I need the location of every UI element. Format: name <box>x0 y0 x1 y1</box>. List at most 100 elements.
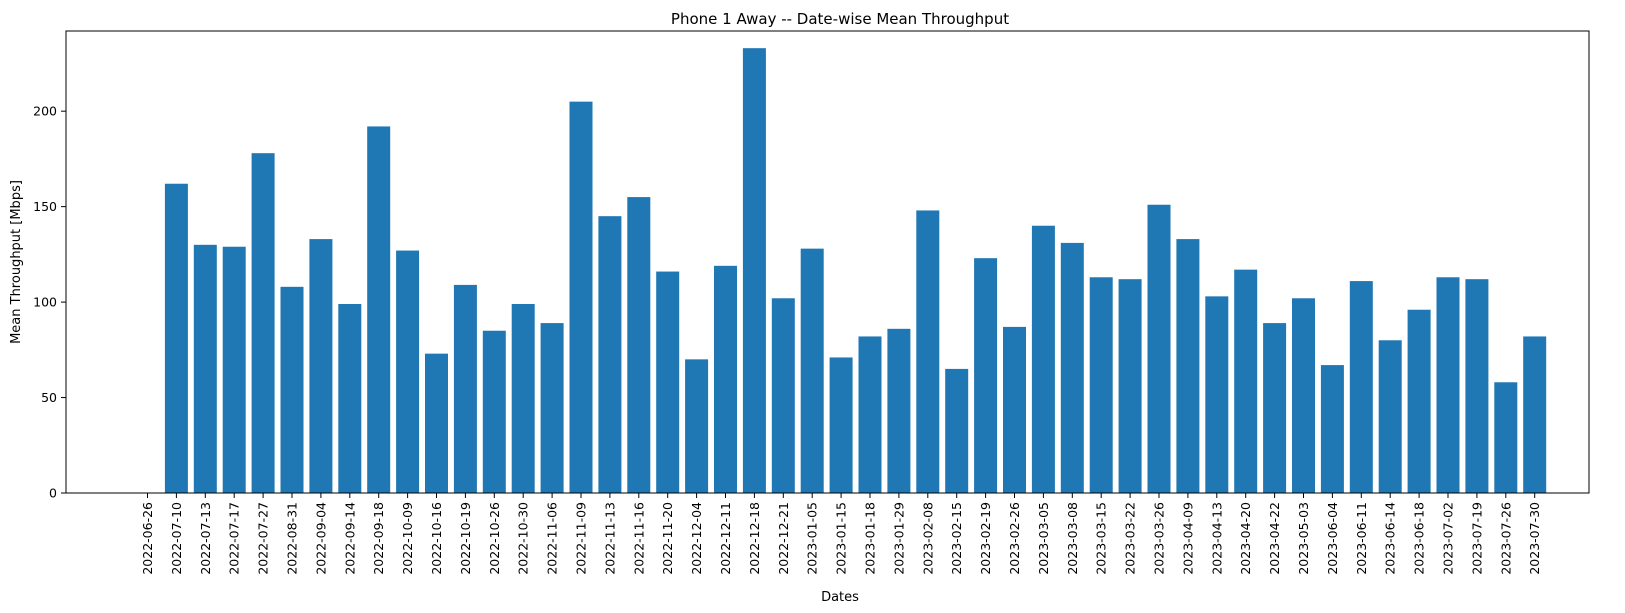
y-tick-label: 50 <box>41 390 57 405</box>
bar <box>1523 336 1547 493</box>
bar <box>627 197 651 493</box>
y-axis: 0 50 100 150 200 <box>33 104 66 501</box>
bar <box>309 239 333 493</box>
x-tick-label: 2022-07-27 <box>256 502 271 575</box>
bar <box>396 250 420 493</box>
bar <box>540 323 564 493</box>
x-tick-label: 2023-01-15 <box>834 502 849 575</box>
x-tick-label: 2022-11-20 <box>660 502 675 575</box>
x-tick-label: 2022-10-26 <box>487 502 502 575</box>
x-tick-label: 2023-01-05 <box>805 502 820 575</box>
bar <box>338 304 362 493</box>
bar <box>945 368 969 493</box>
x-tick-label: 2023-02-15 <box>949 502 964 575</box>
bar <box>887 328 911 493</box>
bar <box>1003 326 1026 493</box>
bar <box>569 101 593 493</box>
x-tick-label: 2022-12-21 <box>776 502 791 575</box>
x-tick-label: 2023-07-26 <box>1498 502 1513 575</box>
x-tick-label: 2022-11-06 <box>545 502 560 575</box>
bar <box>1436 277 1460 493</box>
x-tick-label: 2023-02-08 <box>920 502 935 575</box>
x-tick-label: 2023-01-18 <box>863 502 878 575</box>
x-tick-label: 2023-02-26 <box>1007 502 1022 575</box>
bar <box>1349 281 1373 493</box>
bar <box>771 298 795 493</box>
x-tick-label: 2023-06-18 <box>1412 502 1427 575</box>
bar <box>222 246 246 493</box>
bar <box>1263 323 1287 493</box>
x-tick-label: 2023-07-19 <box>1469 502 1484 575</box>
chart-title: Phone 1 Away -- Date-wise Mean Throughpu… <box>671 10 1009 28</box>
bar <box>1060 242 1084 493</box>
x-tick-label: 2023-05-03 <box>1296 502 1311 575</box>
bar <box>714 265 737 493</box>
x-tick-label: 2023-04-09 <box>1180 502 1195 575</box>
x-tick-label: 2022-08-31 <box>285 502 300 575</box>
x-tick-label: 2023-07-30 <box>1527 502 1542 575</box>
bar <box>829 357 853 493</box>
x-tick-label: 2022-10-09 <box>400 502 415 575</box>
x-tick-label: 2022-12-04 <box>689 502 704 575</box>
bar <box>1320 365 1344 493</box>
bar <box>858 336 882 493</box>
x-tick-label: 2022-07-13 <box>198 502 213 575</box>
bar <box>974 258 998 493</box>
bar <box>193 244 217 493</box>
bar <box>685 359 709 493</box>
bar <box>164 183 188 494</box>
x-tick-label: 2023-06-04 <box>1325 502 1340 575</box>
x-tick-label: 2022-12-11 <box>718 502 733 575</box>
bar <box>1407 309 1431 493</box>
bar <box>1118 279 1142 493</box>
x-tick-label: 2023-03-26 <box>1152 502 1167 575</box>
bar <box>1465 279 1489 493</box>
x-tick-label: 2022-09-04 <box>313 502 328 575</box>
bar <box>1292 298 1315 493</box>
bar <box>916 210 940 493</box>
bars-group <box>164 48 1547 494</box>
bar <box>1234 269 1258 493</box>
y-axis-label: Mean Throughput [Mbps] <box>9 180 24 344</box>
x-tick-label: 2023-03-22 <box>1123 502 1138 575</box>
bar <box>251 153 275 493</box>
bar <box>656 271 680 493</box>
x-axis: 2022-06-26 2022-07-10 2022-07-13 2022-07-17… <box>140 493 1542 575</box>
x-tick-label: 2022-09-14 <box>342 502 357 575</box>
bar <box>1089 277 1113 493</box>
bar <box>1205 296 1229 493</box>
y-tick-label: 0 <box>49 486 57 501</box>
y-tick-label: 100 <box>33 295 57 310</box>
bar <box>1147 204 1171 494</box>
bar <box>1494 382 1518 493</box>
x-tick-label: 2022-07-10 <box>169 502 184 575</box>
x-tick-label: 2023-07-02 <box>1441 502 1456 575</box>
bar <box>742 48 766 494</box>
bar <box>598 216 622 493</box>
y-tick-label: 200 <box>33 104 57 119</box>
bar <box>1176 239 1200 493</box>
x-tick-label: 2022-09-18 <box>371 502 386 575</box>
x-tick-label: 2022-10-16 <box>429 502 444 575</box>
x-tick-label: 2023-03-15 <box>1094 502 1109 575</box>
x-tick-label: 2023-04-22 <box>1267 502 1282 575</box>
x-tick-label: 2023-06-11 <box>1354 502 1369 575</box>
x-tick-label: 2022-06-26 <box>140 502 155 575</box>
x-tick-label: 2023-01-29 <box>891 502 906 575</box>
x-tick-label: 2022-07-17 <box>227 502 242 575</box>
bar <box>453 284 477 493</box>
x-tick-label: 2023-06-14 <box>1383 502 1398 575</box>
x-axis-label: Dates <box>821 590 859 605</box>
bar <box>1378 340 1402 493</box>
bar <box>800 248 824 493</box>
x-tick-label: 2022-12-18 <box>747 502 762 575</box>
x-tick-label: 2022-11-16 <box>631 502 646 575</box>
x-tick-label: 2022-10-19 <box>458 502 473 575</box>
bar <box>280 286 304 493</box>
x-tick-label: 2022-10-30 <box>516 502 531 575</box>
bar <box>482 330 506 493</box>
plot-frame <box>65 30 1590 494</box>
x-tick-label: 2023-03-05 <box>1036 502 1051 575</box>
x-tick-label: 2022-11-09 <box>574 502 589 575</box>
